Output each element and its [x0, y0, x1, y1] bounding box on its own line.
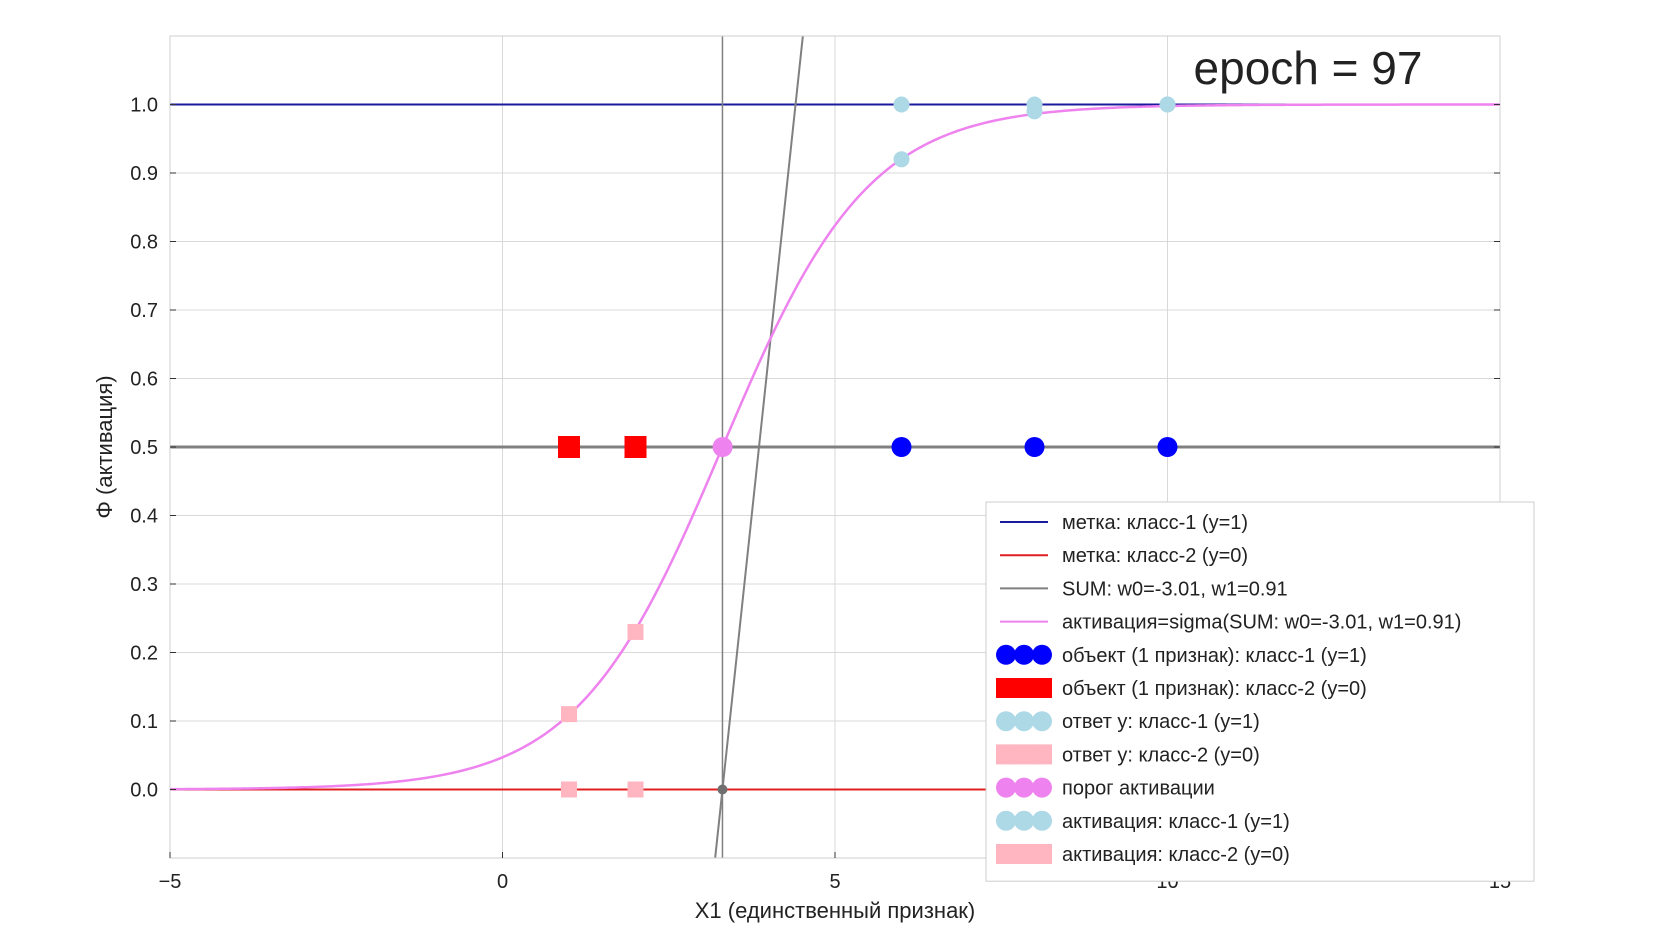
point-obj1 — [1157, 437, 1178, 457]
point-ans2 — [627, 781, 644, 798]
x-axis-label: X1 (единственный признак) — [695, 898, 976, 923]
point-ans2 — [561, 781, 577, 798]
legend-marker-swatch — [996, 678, 1016, 698]
y-tick-label: 1.0 — [130, 95, 158, 117]
legend-marker-swatch — [996, 711, 1016, 732]
point-act2 — [561, 706, 577, 723]
y-tick-label: 0.4 — [130, 506, 158, 528]
legend-marker-swatch — [1032, 777, 1052, 798]
markers — [558, 96, 1178, 798]
legend-marker-swatch — [1014, 810, 1034, 831]
legend-marker-swatch — [996, 644, 1016, 665]
y-tick-label: 0.9 — [130, 163, 158, 185]
legend-marker-swatch — [1032, 678, 1052, 698]
legend-entry-label: объект (1 признак): класс-1 (y=1) — [1062, 645, 1367, 667]
y-tick-label: 0.7 — [130, 300, 158, 322]
epoch-annotation: epoch = 97 — [1194, 42, 1423, 94]
legend-entry-label: SUM: w0=-3.01, w1=0.91 — [1062, 578, 1288, 600]
sum-line — [714, 36, 804, 858]
activation-curve — [170, 103, 1500, 791]
legend-entry-label: метка: класс-2 (y=0) — [1062, 545, 1248, 567]
y-tick-label: 0.3 — [130, 574, 158, 596]
y-tick-label: 0.6 — [130, 369, 158, 391]
legend-marker-swatch — [1032, 744, 1052, 765]
legend-marker-swatch — [996, 844, 1016, 864]
legend-entry-label: активация: класс-2 (y=0) — [1062, 844, 1290, 866]
y-tick-label: 0.5 — [130, 437, 158, 459]
legend-entry-label: метка: класс-1 (y=1) — [1062, 512, 1248, 534]
legend-entry-label: ответ y: класс-1 (y=1) — [1062, 711, 1260, 733]
x-tick-label: 0 — [497, 871, 508, 893]
point-threshold — [712, 437, 733, 457]
x-tick-label: −5 — [159, 871, 182, 893]
legend-marker-swatch — [1014, 644, 1034, 665]
legend-marker-swatch — [1014, 711, 1034, 732]
point-obj2 — [624, 436, 647, 458]
y-axis-label: Φ (активация) — [92, 375, 117, 518]
legend-entry-label: активация=sigma(SUM: w0=-3.01, w1=0.91) — [1062, 612, 1461, 634]
legend-marker-swatch — [996, 777, 1016, 798]
point-act2 — [627, 623, 644, 640]
y-tick-label: 0.8 — [130, 232, 158, 254]
point-obj1 — [891, 437, 912, 457]
legend: метка: класс-1 (y=1) метка: класс-2 (y=0)… — [985, 501, 1535, 882]
legend-marker-swatch — [1014, 744, 1034, 765]
x-tick-label: 5 — [829, 871, 840, 893]
legend-marker-swatch — [1014, 678, 1034, 698]
y-tick-label: 0.2 — [130, 643, 158, 665]
point-ans1 — [893, 96, 910, 113]
point-obj2 — [558, 436, 580, 458]
legend-entry-label: ответ y: класс-2 (y=0) — [1062, 744, 1260, 766]
legend-marker-swatch — [1014, 844, 1034, 864]
y-tick-label: 0.0 — [130, 780, 158, 802]
point-act1 — [1159, 96, 1176, 113]
lines — [170, 36, 1500, 858]
legend-marker-swatch — [1032, 810, 1052, 831]
legend-box — [985, 501, 1535, 882]
legend-marker-swatch — [996, 810, 1016, 831]
legend-entry-label: порог активации — [1062, 778, 1215, 800]
legend-marker-swatch — [1032, 844, 1052, 864]
ticks: −5 0 5 10 150.00.10.20.30.40.50.60.70.80.91.… — [130, 95, 1511, 894]
legend-marker-swatch — [1032, 644, 1052, 665]
point-act1 — [1026, 103, 1043, 120]
y-tick-label: 0.1 — [130, 711, 158, 733]
point-act1 — [893, 151, 910, 168]
legend-entry-label: объект (1 признак): класс-2 (y=0) — [1062, 678, 1367, 700]
legend-marker-swatch — [1032, 711, 1052, 732]
legend-marker-swatch — [996, 744, 1016, 765]
threshold-zero-point — [717, 784, 728, 795]
legend-entry-label: активация: класс-1 (y=1) — [1062, 811, 1290, 833]
point-obj1 — [1024, 437, 1045, 457]
legend-marker-swatch — [1014, 777, 1034, 798]
